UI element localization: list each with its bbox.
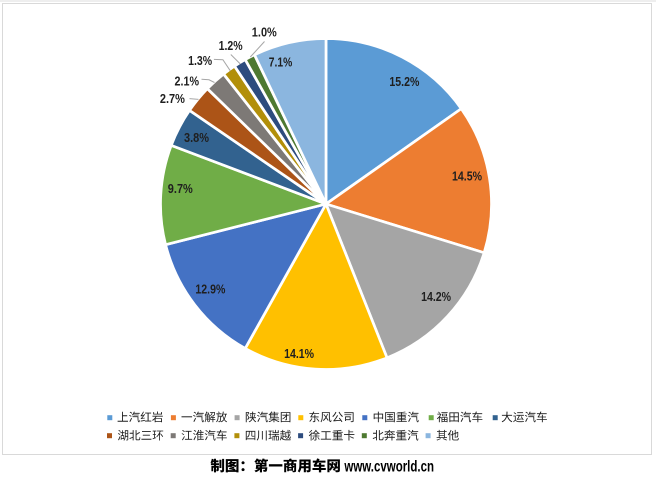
svg-text:1.2%: 1.2% [219, 38, 243, 53]
svg-text:2.7%: 2.7% [160, 91, 185, 106]
svg-text:9.7%: 9.7% [168, 181, 193, 196]
svg-text:14.5%: 14.5% [452, 169, 482, 184]
svg-text:14.2%: 14.2% [421, 289, 451, 304]
svg-text:3.8%: 3.8% [184, 130, 209, 145]
svg-text:12.9%: 12.9% [195, 281, 225, 296]
svg-text:14.1%: 14.1% [284, 346, 314, 361]
svg-text:2.1%: 2.1% [175, 73, 200, 88]
svg-text:1.3%: 1.3% [188, 53, 212, 68]
svg-text:15.2%: 15.2% [389, 74, 419, 89]
svg-text:www.cvworld.cn: www.cvworld.cn [344, 458, 434, 475]
svg-text:1.0%: 1.0% [252, 24, 277, 39]
svg-text:7.1%: 7.1% [269, 55, 293, 70]
